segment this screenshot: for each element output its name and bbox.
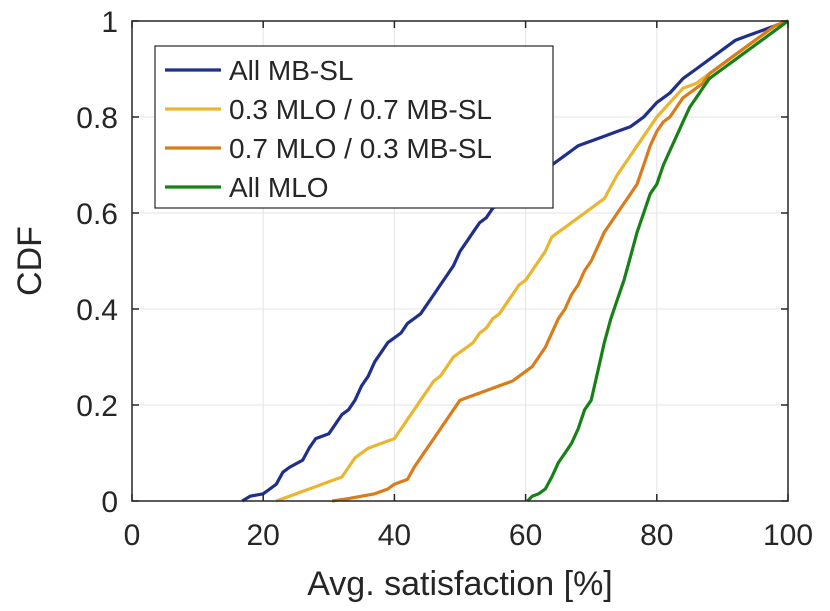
series-line-2 bbox=[275, 19, 789, 503]
series-line-3 bbox=[331, 19, 789, 503]
x-tick-label: 20 bbox=[247, 519, 280, 552]
legend: All MB-SL 0.3 MLO / 0.7 MB-SL 0.7 MLO / 0.… bbox=[154, 45, 554, 209]
x-tick-label: 100 bbox=[763, 519, 813, 552]
x-tick-label: 40 bbox=[378, 519, 411, 552]
x-axis-label: Avg. satisfaction [%] bbox=[307, 565, 613, 603]
legend-label: 0.3 MLO / 0.7 MB-SL bbox=[229, 94, 492, 125]
x-tick-label: 80 bbox=[640, 519, 673, 552]
legend-label: All MB-SL bbox=[229, 55, 353, 86]
y-tick-label: 0.8 bbox=[76, 102, 118, 135]
x-tick-label: 60 bbox=[509, 519, 542, 552]
legend-box bbox=[154, 45, 554, 209]
x-tick-label: 0 bbox=[124, 519, 141, 552]
series-line-1 bbox=[241, 19, 789, 503]
y-tick-label: 0.2 bbox=[76, 390, 118, 423]
y-tick-label: 0.4 bbox=[76, 294, 118, 327]
series-lines bbox=[241, 19, 789, 503]
series-line-4 bbox=[526, 19, 789, 503]
plot-frame bbox=[131, 20, 789, 502]
y-tick-label: 0 bbox=[101, 486, 118, 519]
y-tick-label: 1 bbox=[101, 6, 118, 39]
axis-ticks: 0 20 40 60 80 100 0 0.2 0.4 0.6 0.8 1 bbox=[76, 6, 813, 552]
y-axis-label: CDF bbox=[11, 226, 49, 296]
legend-label: 0.7 MLO / 0.3 MB-SL bbox=[229, 133, 492, 164]
y-tick-label: 0.6 bbox=[76, 198, 118, 231]
legend-label: All MLO bbox=[229, 172, 329, 203]
